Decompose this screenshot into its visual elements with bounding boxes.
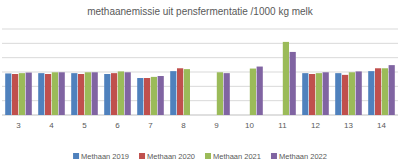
x-tick-label: 5: [82, 121, 87, 130]
bar: [26, 73, 32, 115]
bar: [217, 72, 223, 115]
bar: [38, 73, 44, 115]
legend-label: Methaan 2021: [213, 152, 261, 161]
legend-swatch: [205, 153, 211, 159]
bar: [118, 71, 124, 115]
legend-label: Methaan 2020: [147, 152, 195, 161]
chart: methaanemissie uit pensfermentatie /1000…: [0, 0, 400, 166]
legend-swatch: [73, 153, 79, 159]
grid-line: [2, 43, 398, 44]
bar: [92, 72, 98, 115]
bar: [257, 67, 263, 115]
grid-line: [2, 29, 398, 30]
grid-line: [2, 57, 398, 58]
bar: [45, 74, 51, 115]
bar: [349, 72, 355, 115]
bar: [389, 65, 395, 115]
bar: [342, 75, 348, 115]
bar: [85, 72, 91, 115]
bar: [316, 73, 322, 115]
bar: [71, 73, 77, 115]
bar: [368, 71, 374, 115]
bar: [184, 69, 190, 115]
bar: [5, 73, 11, 115]
bar: [290, 52, 296, 115]
x-tick-label: 7: [148, 121, 153, 130]
x-tick-label: 11: [278, 121, 287, 130]
x-tick-label: 14: [377, 121, 386, 130]
bar: [12, 74, 18, 115]
bar: [356, 71, 362, 115]
bar: [158, 76, 164, 115]
x-tick-label: 10: [245, 121, 254, 130]
x-tick-label: 13: [344, 121, 353, 130]
bar: [19, 73, 25, 115]
bar: [137, 78, 143, 115]
bar: [144, 78, 150, 115]
bar: [52, 72, 58, 115]
bar: [78, 74, 84, 115]
bar: [151, 77, 157, 115]
bar: [283, 42, 289, 115]
legend: Methaan 2019 Methaan 2020 Methaan 2021 Meth…: [73, 152, 327, 161]
background: [0, 0, 400, 166]
bar: [177, 68, 183, 115]
x-tick-label: 6: [115, 121, 120, 130]
legend-swatch: [139, 153, 145, 159]
bar: [302, 73, 308, 115]
bar: [111, 73, 117, 115]
x-tick-label: 8: [181, 121, 186, 130]
x-tick-label: 3: [16, 121, 21, 130]
legend-label: Methaan 2019: [81, 152, 129, 161]
legend-label: Methaan 2022: [279, 152, 327, 161]
x-tick-label: 12: [311, 121, 320, 130]
bar: [104, 74, 110, 115]
bar: [250, 69, 256, 115]
bar: [309, 74, 315, 115]
x-tick-label: 4: [49, 121, 54, 130]
bars: [5, 42, 395, 115]
bar: [382, 68, 388, 115]
bar: [224, 73, 230, 115]
legend-swatch: [271, 153, 277, 159]
bar: [125, 72, 131, 115]
bar: [375, 68, 381, 115]
title: methaanemissie uit pensfermentatie /1000…: [87, 6, 314, 17]
bar: [323, 72, 329, 115]
bar: [59, 72, 65, 115]
bar: [170, 71, 176, 115]
bar: [335, 73, 341, 115]
x-tick-label: 9: [214, 121, 219, 130]
